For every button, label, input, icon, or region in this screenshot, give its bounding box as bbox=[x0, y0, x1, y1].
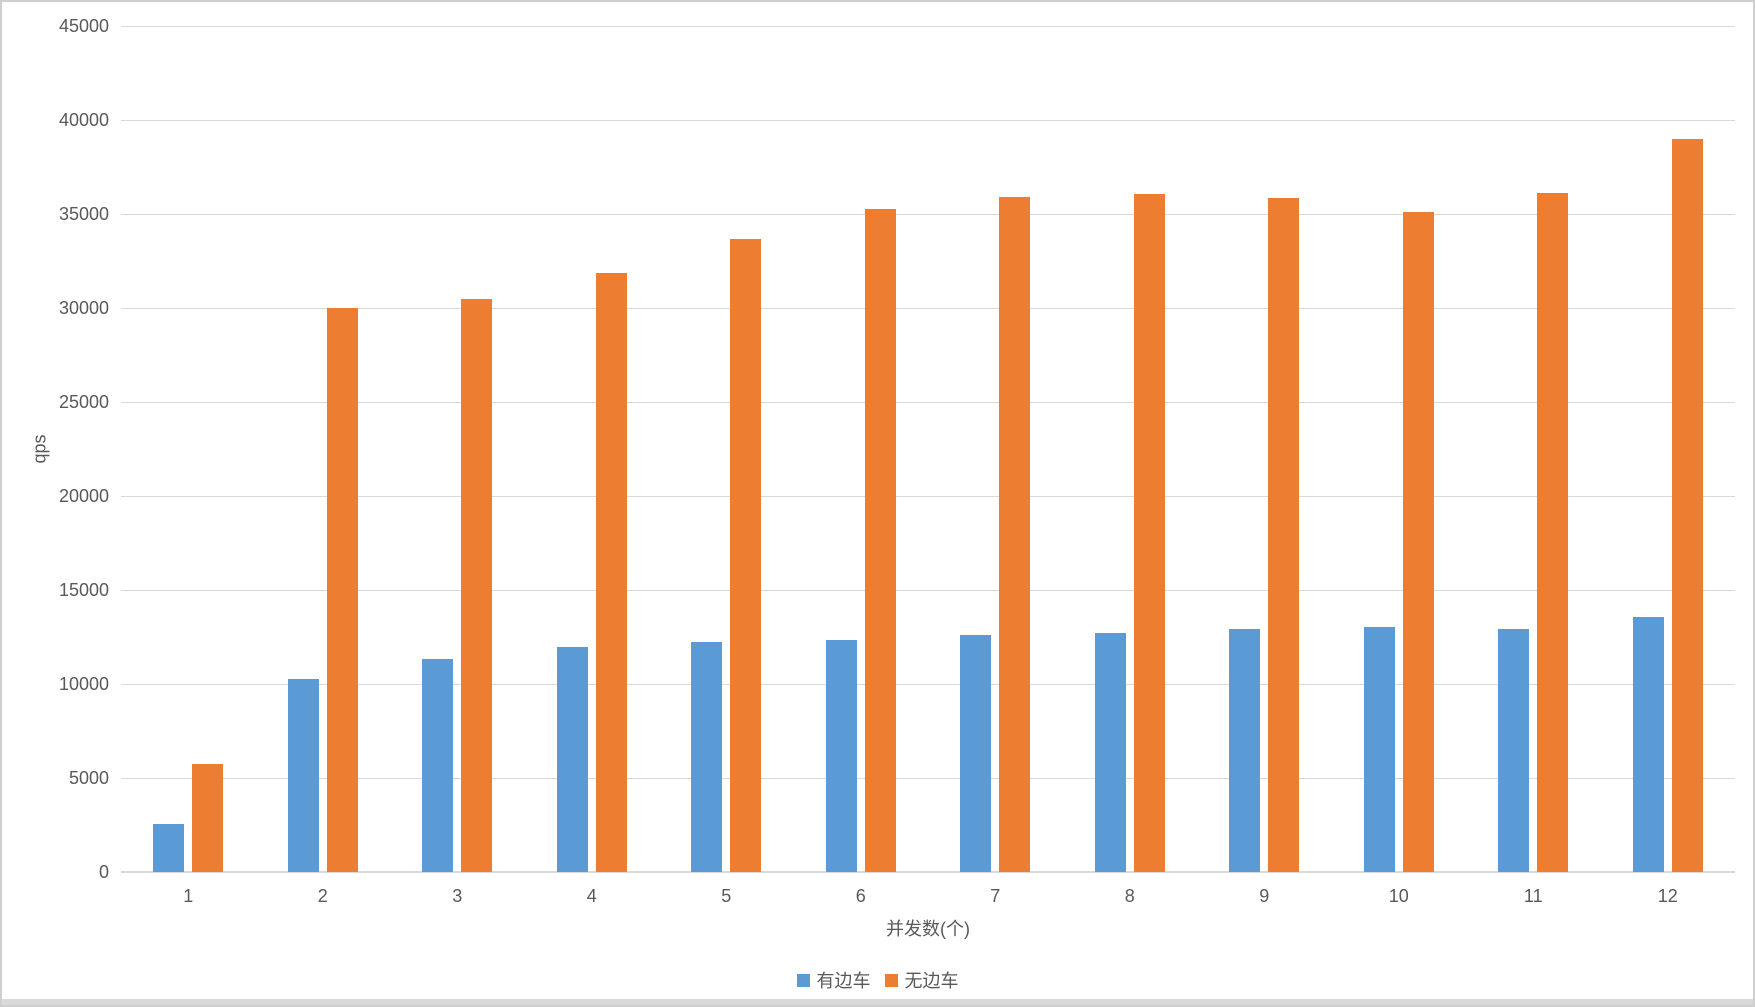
y-tick-label-20000: 20000 bbox=[58, 486, 109, 506]
y-tick-label-0: 0 bbox=[98, 862, 109, 882]
bar-有边车-x2 bbox=[287, 679, 319, 872]
bar-有边车-x12 bbox=[1632, 617, 1664, 872]
bar-无边车-x2 bbox=[326, 308, 358, 872]
bar-无边车-x3 bbox=[461, 298, 493, 872]
bar-有边车-x1 bbox=[153, 824, 185, 872]
bar-有边车-x6 bbox=[825, 639, 857, 872]
x-tick-label-7: 7 bbox=[990, 886, 1001, 906]
chart-legend: 有边车 无边车 bbox=[2, 967, 1753, 993]
x-tick-label-10: 10 bbox=[1388, 886, 1409, 906]
bar-无边车-x5 bbox=[730, 239, 762, 872]
legend-item-无边车: 无边车 bbox=[884, 967, 959, 993]
bar-无边车-x6 bbox=[864, 209, 896, 872]
bar-无边车-x8 bbox=[1133, 194, 1165, 872]
bar-有边车-x10 bbox=[1363, 626, 1395, 872]
bar-有边车-x9 bbox=[1229, 628, 1261, 872]
x-tick-label-4: 4 bbox=[586, 886, 597, 906]
bar-无边车-x1 bbox=[192, 763, 224, 872]
x-tick-label-1: 1 bbox=[183, 886, 194, 906]
gridline-35000 bbox=[121, 214, 1735, 215]
x-tick-label-3: 3 bbox=[452, 886, 463, 906]
gridline-0 bbox=[121, 871, 1735, 873]
x-tick-label-6: 6 bbox=[855, 886, 866, 906]
x-tick-label-12: 12 bbox=[1657, 886, 1678, 906]
bar-有边车-x8 bbox=[1094, 633, 1126, 872]
y-tick-label-40000: 40000 bbox=[58, 110, 109, 130]
legend-label: 无边车 bbox=[904, 971, 959, 991]
y-axis-title: qps bbox=[29, 434, 50, 464]
x-tick-label-5: 5 bbox=[721, 886, 732, 906]
plot-area bbox=[121, 26, 1735, 873]
gridline-45000 bbox=[121, 26, 1735, 27]
gridline-25000 bbox=[121, 402, 1735, 403]
x-tick-label-11: 11 bbox=[1523, 886, 1543, 906]
gridline-40000 bbox=[121, 120, 1735, 121]
y-tick-label-15000: 15000 bbox=[58, 580, 109, 600]
x-tick-label-8: 8 bbox=[1124, 886, 1135, 906]
bar-无边车-x9 bbox=[1268, 198, 1300, 872]
bar-无边车-x7 bbox=[999, 197, 1031, 872]
gridline-20000 bbox=[121, 496, 1735, 497]
legend-item-有边车: 有边车 bbox=[796, 967, 871, 993]
gridline-30000 bbox=[121, 308, 1735, 309]
legend-swatch-icon bbox=[884, 973, 898, 987]
x-tick-label-2: 2 bbox=[317, 886, 328, 906]
y-tick-label-5000: 5000 bbox=[68, 768, 109, 788]
y-tick-label-35000: 35000 bbox=[58, 204, 109, 224]
bar-无边车-x12 bbox=[1671, 138, 1703, 872]
bar-有边车-x3 bbox=[422, 658, 454, 872]
bar-有边车-x7 bbox=[960, 635, 992, 872]
bar-无边车-x11 bbox=[1537, 193, 1569, 872]
gridline-10000 bbox=[121, 684, 1735, 685]
bar-有边车-x11 bbox=[1498, 628, 1530, 872]
gridline-15000 bbox=[121, 590, 1735, 591]
bar-无边车-x10 bbox=[1402, 212, 1434, 872]
y-tick-label-45000: 45000 bbox=[58, 16, 109, 36]
y-tick-label-25000: 25000 bbox=[58, 392, 109, 412]
bar-有边车-x5 bbox=[691, 641, 723, 872]
legend-label: 有边车 bbox=[816, 971, 871, 991]
bar-有边车-x4 bbox=[556, 647, 588, 872]
bottom-edge-strip bbox=[2, 999, 1753, 1005]
x-tick-label-9: 9 bbox=[1259, 886, 1270, 906]
gridline-5000 bbox=[121, 778, 1735, 779]
y-tick-label-30000: 30000 bbox=[58, 298, 109, 318]
y-tick-label-10000: 10000 bbox=[58, 674, 109, 694]
legend-swatch-icon bbox=[796, 973, 810, 987]
bar-无边车-x4 bbox=[595, 273, 627, 872]
x-axis-title: 并发数(个) bbox=[886, 919, 970, 939]
